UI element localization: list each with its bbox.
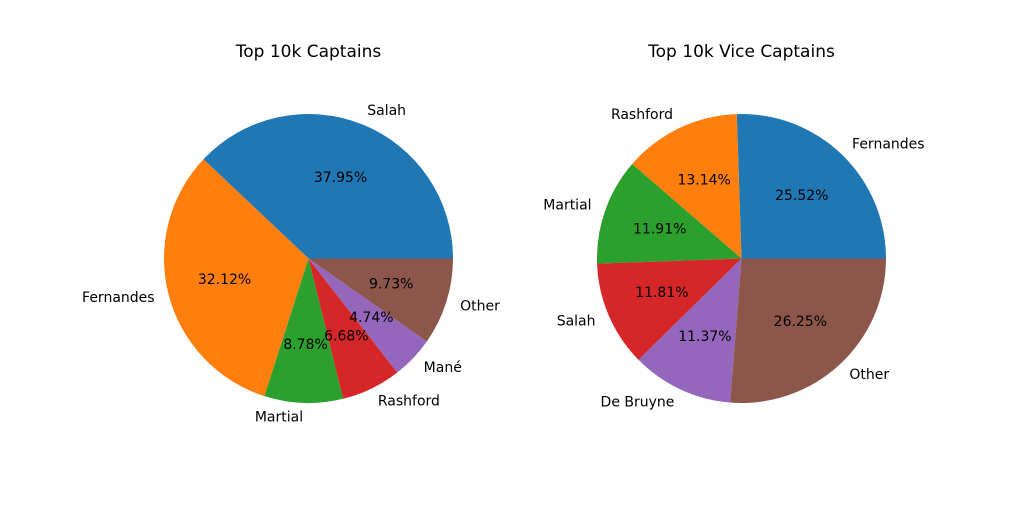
captains-pie-slices bbox=[163, 113, 454, 403]
vice-captains-slice-salah-label: Salah bbox=[557, 313, 596, 329]
vice-captains-pie-chart: Top 10k Vice Captains Fernandes 25.52% Ras… bbox=[543, 42, 924, 411]
vice-captains-slice-other-label: Other bbox=[849, 367, 889, 383]
vice-captains-pie-labels: Fernandes 25.52% Rashford 13.14% Martial 11.9… bbox=[543, 107, 924, 411]
captains-slice-salah bbox=[203, 113, 454, 259]
vice-captains-slice-rashford-label: Rashford bbox=[611, 107, 673, 123]
captains-chart-title: Top 10k Captains bbox=[235, 42, 382, 62]
vice-captains-slice-rashford-percent-label: 13.14% bbox=[677, 172, 730, 188]
captains-slice-mane-label: Mané bbox=[424, 360, 462, 376]
captains-slice-fernandes-percent-label: 32.12% bbox=[198, 272, 251, 288]
vice-captains-slice-other bbox=[730, 258, 886, 403]
vice-captains-slice-de-bruyne-label: De Bruyne bbox=[601, 395, 675, 411]
captains-slice-other-percent-label: 9.73% bbox=[369, 277, 413, 293]
captains-pie-chart: Top 10k Captains Salah 37.95% Fernandes 32.… bbox=[82, 42, 500, 425]
captains-slice-other bbox=[308, 258, 453, 342]
vice-captains-slice-rashford bbox=[632, 114, 742, 259]
vice-captains-slice-martial-percent-label: 11.91% bbox=[633, 222, 686, 238]
vice-captains-chart-title: Top 10k Vice Captains bbox=[647, 42, 835, 62]
vice-captains-slice-de-bruyne bbox=[638, 258, 742, 403]
captains-pie-labels: Salah 37.95% Fernandes 32.12% Martial 8.78% Ra… bbox=[82, 103, 500, 426]
captains-slice-salah-label: Salah bbox=[367, 103, 406, 119]
captains-slice-rashford-percent-label: 6.68% bbox=[324, 329, 368, 345]
vice-captains-slice-fernandes bbox=[736, 113, 886, 259]
captains-slice-martial-percent-label: 8.78% bbox=[283, 337, 327, 353]
captains-slice-fernandes-label: Fernandes bbox=[82, 290, 155, 306]
vice-captains-slice-martial bbox=[596, 164, 742, 264]
vice-captains-slice-martial-label: Martial bbox=[543, 198, 591, 214]
vice-captains-slice-other-percent-label: 26.25% bbox=[774, 314, 827, 330]
captains-slice-rashford bbox=[308, 258, 398, 399]
vice-captains-slice-fernandes-label: Fernandes bbox=[852, 136, 925, 152]
captains-slice-salah-percent-label: 37.95% bbox=[314, 170, 367, 186]
captains-slice-mane bbox=[308, 258, 427, 373]
captains-slice-mane-percent-label: 4.74% bbox=[349, 310, 393, 326]
captains-slice-martial-label: Martial bbox=[255, 409, 303, 425]
vice-captains-pie-slices bbox=[596, 113, 886, 403]
captains-slice-martial bbox=[264, 258, 344, 403]
captains-slice-other-label: Other bbox=[460, 298, 500, 314]
vice-captains-slice-salah bbox=[597, 258, 742, 360]
vice-captains-slice-de-bruyne-percent-label: 11.37% bbox=[678, 329, 731, 345]
vice-captains-slice-fernandes-percent-label: 25.52% bbox=[775, 188, 828, 204]
vice-captains-slice-salah-percent-label: 11.81% bbox=[635, 285, 688, 301]
captains-slice-fernandes bbox=[163, 159, 309, 397]
captains-slice-rashford-label: Rashford bbox=[378, 394, 440, 410]
